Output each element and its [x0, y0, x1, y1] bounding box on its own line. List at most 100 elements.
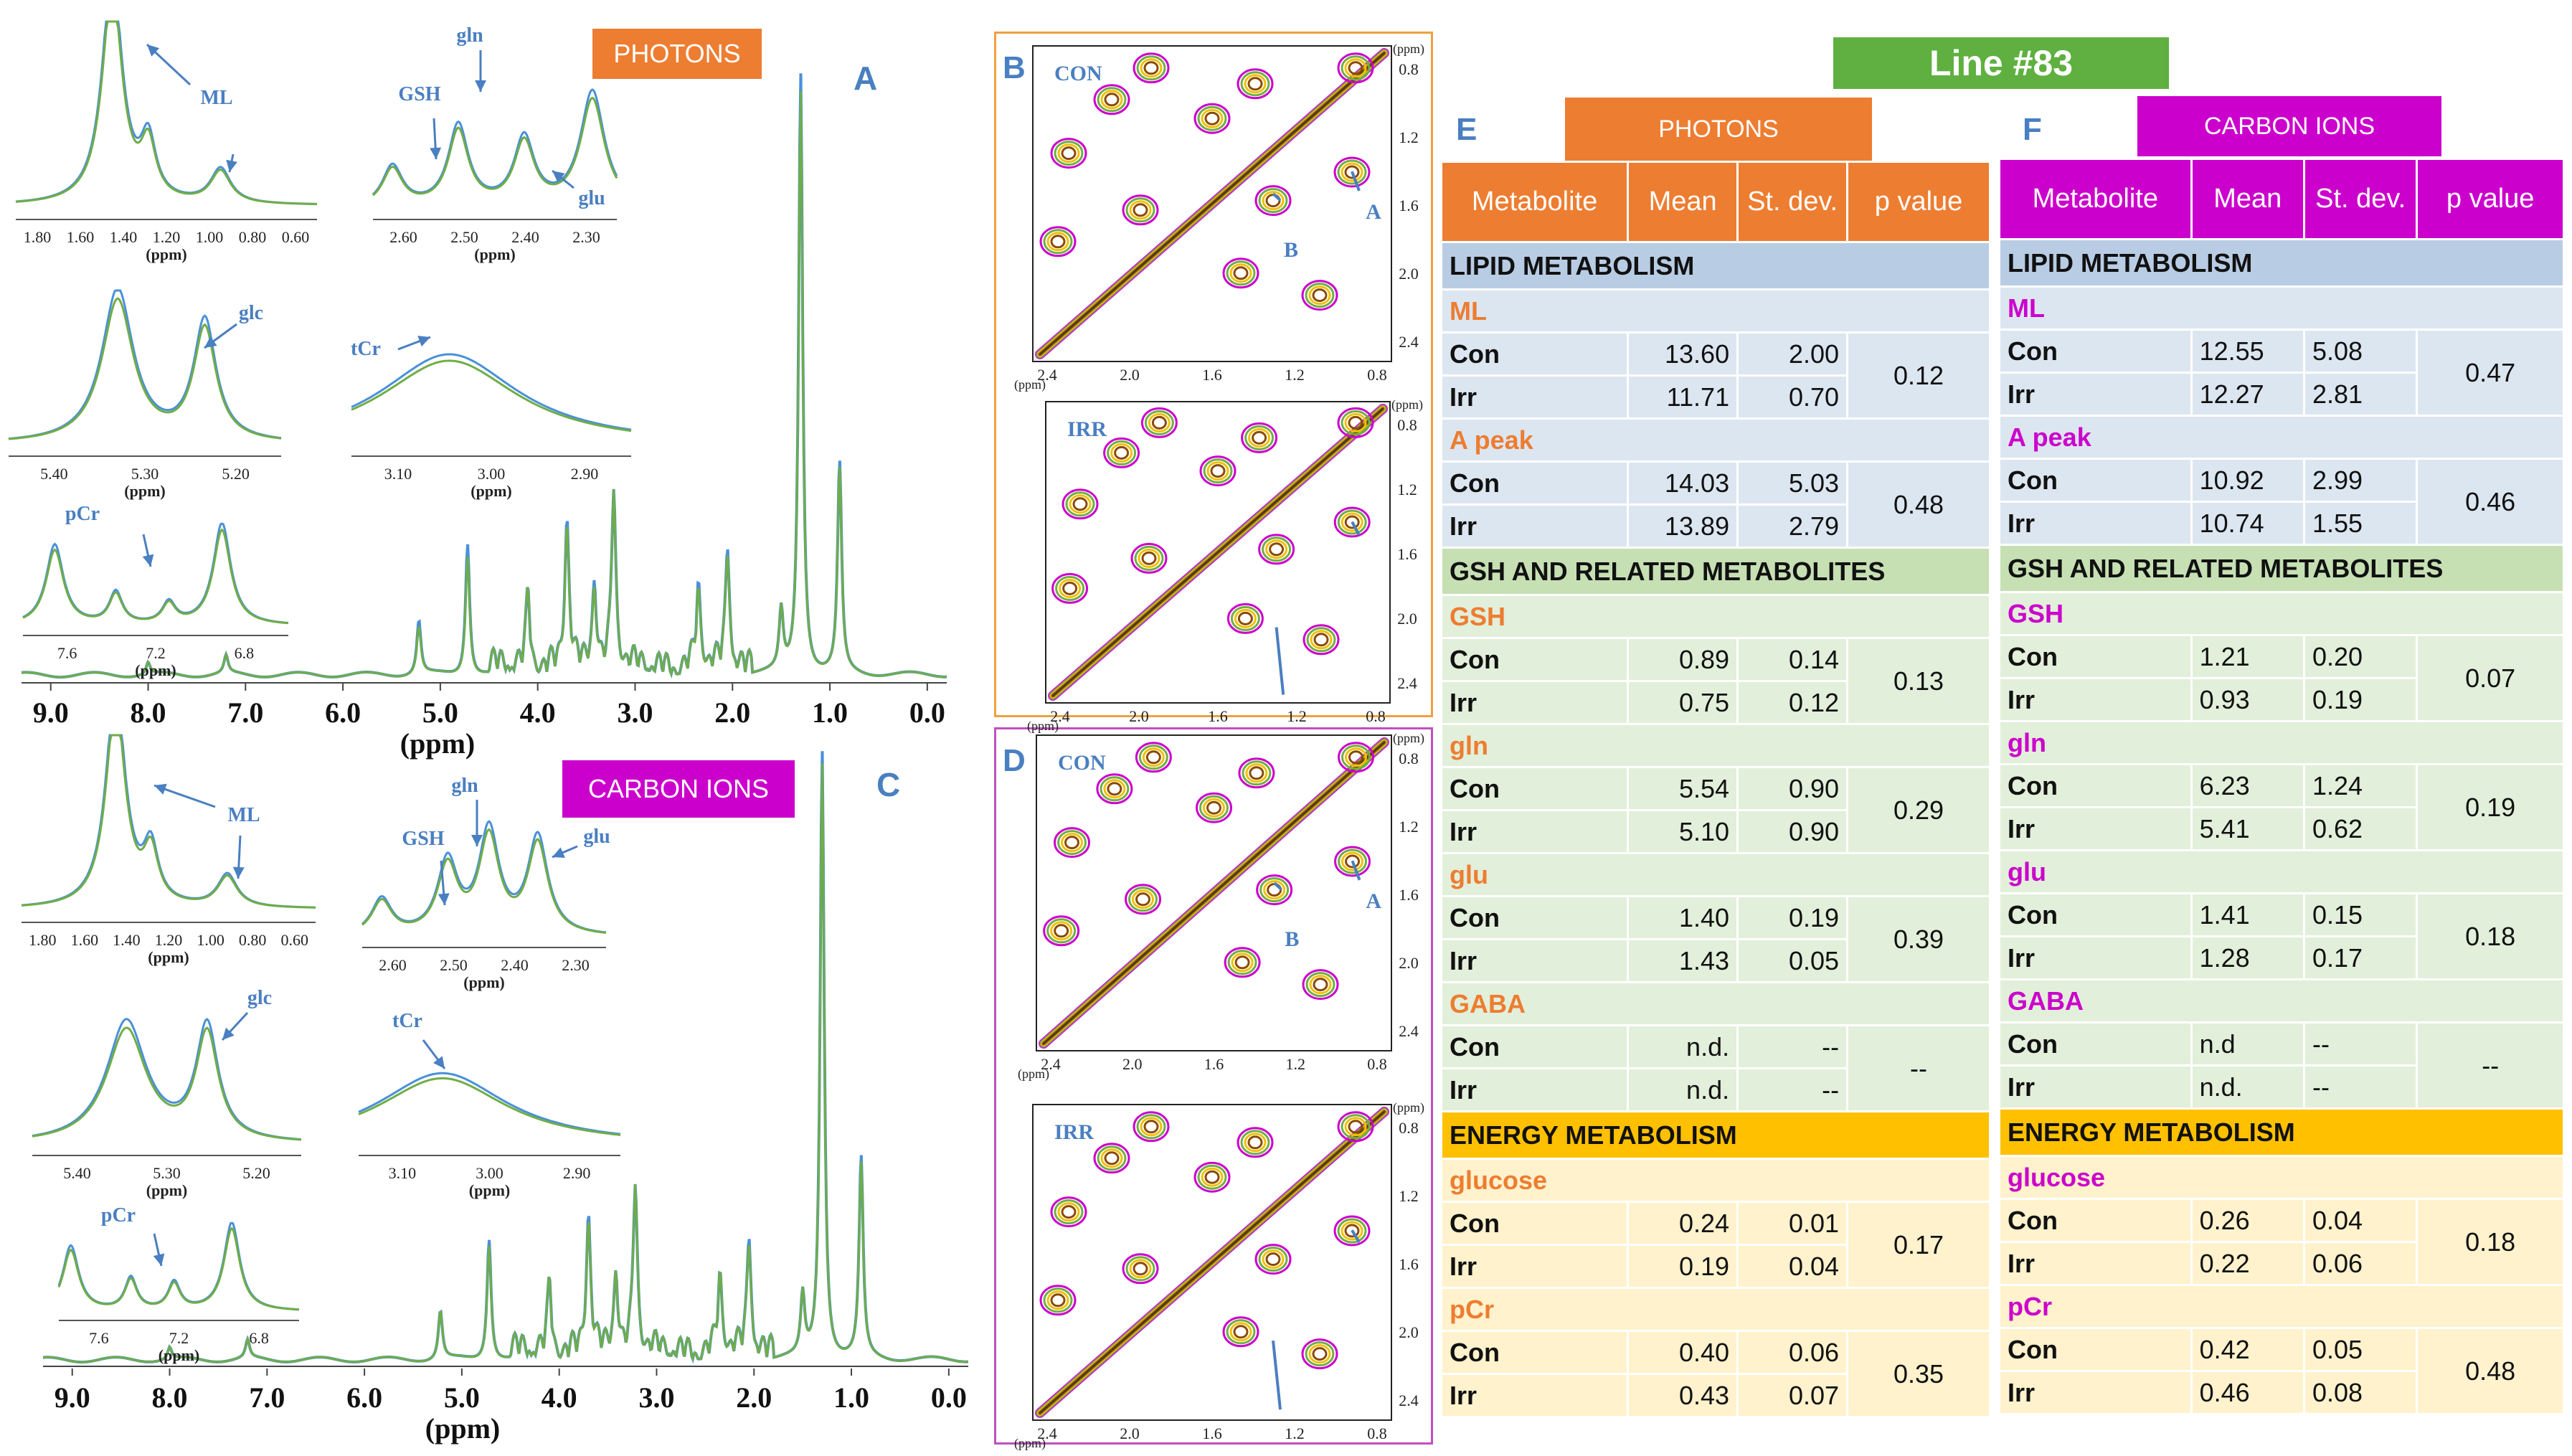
section-heading: LIPID METABOLISM: [1998, 238, 2565, 288]
inset-series-irradiated: [21, 734, 316, 909]
p-value-cell: 0.17: [1846, 1201, 1991, 1289]
cosy-crosspeak: [1136, 1114, 1166, 1140]
metabolite-name: A peak: [1440, 417, 1991, 463]
cosy-crosspeak: [1140, 58, 1163, 78]
metabolite-row: glu: [1998, 849, 2565, 894]
cosy-crosspeak: [1128, 887, 1158, 912]
inset-series-irradiated: [372, 96, 618, 197]
mean-cell: n.d: [2190, 1021, 2305, 1067]
table-row: Con 14.03 5.03 0.48: [1439, 460, 1991, 549]
annotation-arrowhead: [147, 44, 160, 57]
cosy-crosspeak: [1226, 1319, 1256, 1345]
cosy-y-tick: 1.6: [1399, 886, 1419, 904]
cosy-y-tick: 1.6: [1397, 545, 1417, 563]
table-row: Con 0.24 0.01 0.17: [1439, 1201, 1991, 1289]
inset-series-control: [32, 1018, 302, 1141]
main-tick-label: 0.0: [931, 1381, 967, 1414]
metabolite-row: GABA: [1440, 981, 1991, 1026]
cosy-x-tick: 1.6: [1202, 366, 1222, 384]
panel-c: C 9.0 8.0 7.0 6.0 5.0 4.0 3.0 2.0 1.0 0.0 (ppm): [42, 751, 969, 1445]
cosy-crosspeak: [1252, 430, 1267, 445]
group-label: Con: [1998, 892, 2193, 937]
metabolite-row: GSH: [1440, 594, 1991, 639]
inset-tick-label: 1.80: [29, 931, 57, 949]
main-tick-label: 7.0: [249, 1381, 285, 1414]
inset-series-control: [21, 734, 316, 909]
table-row: Con 0.89 0.14 0.13: [1439, 637, 1991, 725]
cosy-crosspeak: [1345, 747, 1367, 767]
cosy-label: IRR: [1054, 1120, 1094, 1144]
annotation-arrowhead: [438, 893, 450, 905]
inset-tick-label: 6.8: [249, 1329, 269, 1347]
inset-ppm-label: (ppm): [146, 245, 186, 263]
inset-tick-label: 1.00: [197, 931, 224, 949]
p-value-cell: 0.18: [2416, 892, 2565, 980]
main-series-irradiated: [42, 763, 969, 1363]
cosy-crosspeak: [1135, 742, 1172, 773]
cosy-crosspeak: [1341, 410, 1371, 435]
mean-cell: 0.22: [2190, 1241, 2305, 1286]
table-row: Irr 0.93 0.19: [1998, 677, 2564, 722]
metabolite-name: pCr: [1440, 1287, 1991, 1332]
inset-annotation: glu: [583, 826, 610, 848]
group-label: Con: [1998, 458, 2193, 503]
mean-cell: n.d.: [1627, 1067, 1739, 1112]
group-label: Irr: [1439, 680, 1630, 725]
cosy-crosspeak: [1100, 90, 1123, 110]
main-tick-label: 9.0: [33, 696, 69, 729]
cosy-crosspeak: [1240, 1130, 1270, 1155]
stdev-cell: --: [1736, 1024, 1849, 1069]
cosy-crosspeak: [1247, 1135, 1263, 1150]
stdev-cell: 0.05: [2302, 1327, 2419, 1372]
metabolite-name: pCr: [1998, 1284, 2565, 1329]
cosy-crosspeak: [1125, 884, 1161, 915]
cosy-y-tick: 0.8: [1399, 1119, 1419, 1137]
inset: 1.80 1.60 1.40 1.20 1.00 0.80 0.60 (ppm) ML: [21, 734, 316, 966]
cosy-crosspeak: [1148, 412, 1171, 432]
main-tick-label: 5.0: [422, 696, 458, 729]
cosy-crosspeak: [1302, 624, 1340, 656]
cosy-crosspeak: [1133, 1111, 1170, 1143]
table-row: Con 0.26 0.04 0.18: [1998, 1198, 2565, 1286]
stdev-cell: 2.99: [2302, 458, 2419, 503]
inset-ppm-label: (ppm): [135, 661, 176, 679]
metabolite-row: gln: [1440, 723, 1991, 768]
photons-title-e: PHOTONS: [1565, 98, 1872, 161]
inset-tick-label: 3.10: [384, 465, 412, 483]
cosy-crosspeak: [1069, 494, 1092, 514]
annotation-arrowhead: [222, 1027, 235, 1040]
metabolite-row: ML: [1440, 288, 1991, 334]
inset-series-control: [57, 1221, 300, 1311]
cosy-crosspeak: [1050, 235, 1066, 249]
inset-annotation: gln: [456, 24, 483, 47]
column-header: Metabolite: [1998, 158, 2193, 240]
cosy-crosspeak: [1256, 874, 1293, 906]
cosy-crosspeak: [1306, 627, 1336, 653]
cosy-crosspeak: [1240, 71, 1270, 97]
inset-series-control: [358, 1072, 621, 1135]
group-label: Irr: [1439, 1244, 1630, 1289]
column-header: St. dev.: [1736, 161, 1849, 243]
p-value-cell: 0.18: [2416, 1198, 2565, 1286]
column-header: p value: [1846, 161, 1991, 243]
inset-tick-label: 2.30: [562, 956, 590, 974]
cosy-crosspeak: [1244, 74, 1267, 94]
mean-cell: 0.26: [2190, 1198, 2305, 1243]
inset-annotation: ML: [200, 87, 232, 109]
main-tick-label: 6.0: [325, 696, 361, 729]
inset-ppm-label: (ppm): [469, 1181, 510, 1199]
cosy-y-tick: 2.4: [1399, 1022, 1419, 1040]
group-label: Irr: [1998, 1064, 2193, 1110]
table-row: Irr 0.46 0.08: [1998, 1370, 2564, 1415]
cosy-crosspeak: [1059, 578, 1082, 598]
cosy-crosspeak: [1344, 1224, 1360, 1238]
cosy-crosspeak: [1305, 1341, 1335, 1367]
inset-annotation: ML: [227, 804, 260, 826]
mean-cell: 1.21: [2190, 634, 2305, 679]
inset-tick-label: 1.40: [110, 228, 138, 246]
cosy-crosspeak: [1301, 1338, 1338, 1370]
inset-tick-label: 7.2: [169, 1329, 189, 1347]
table-carbon: Metabolite Mean St. dev. p value LIPID METAB…: [1998, 158, 2565, 1415]
cosy-crosspeak: [1337, 52, 1374, 84]
